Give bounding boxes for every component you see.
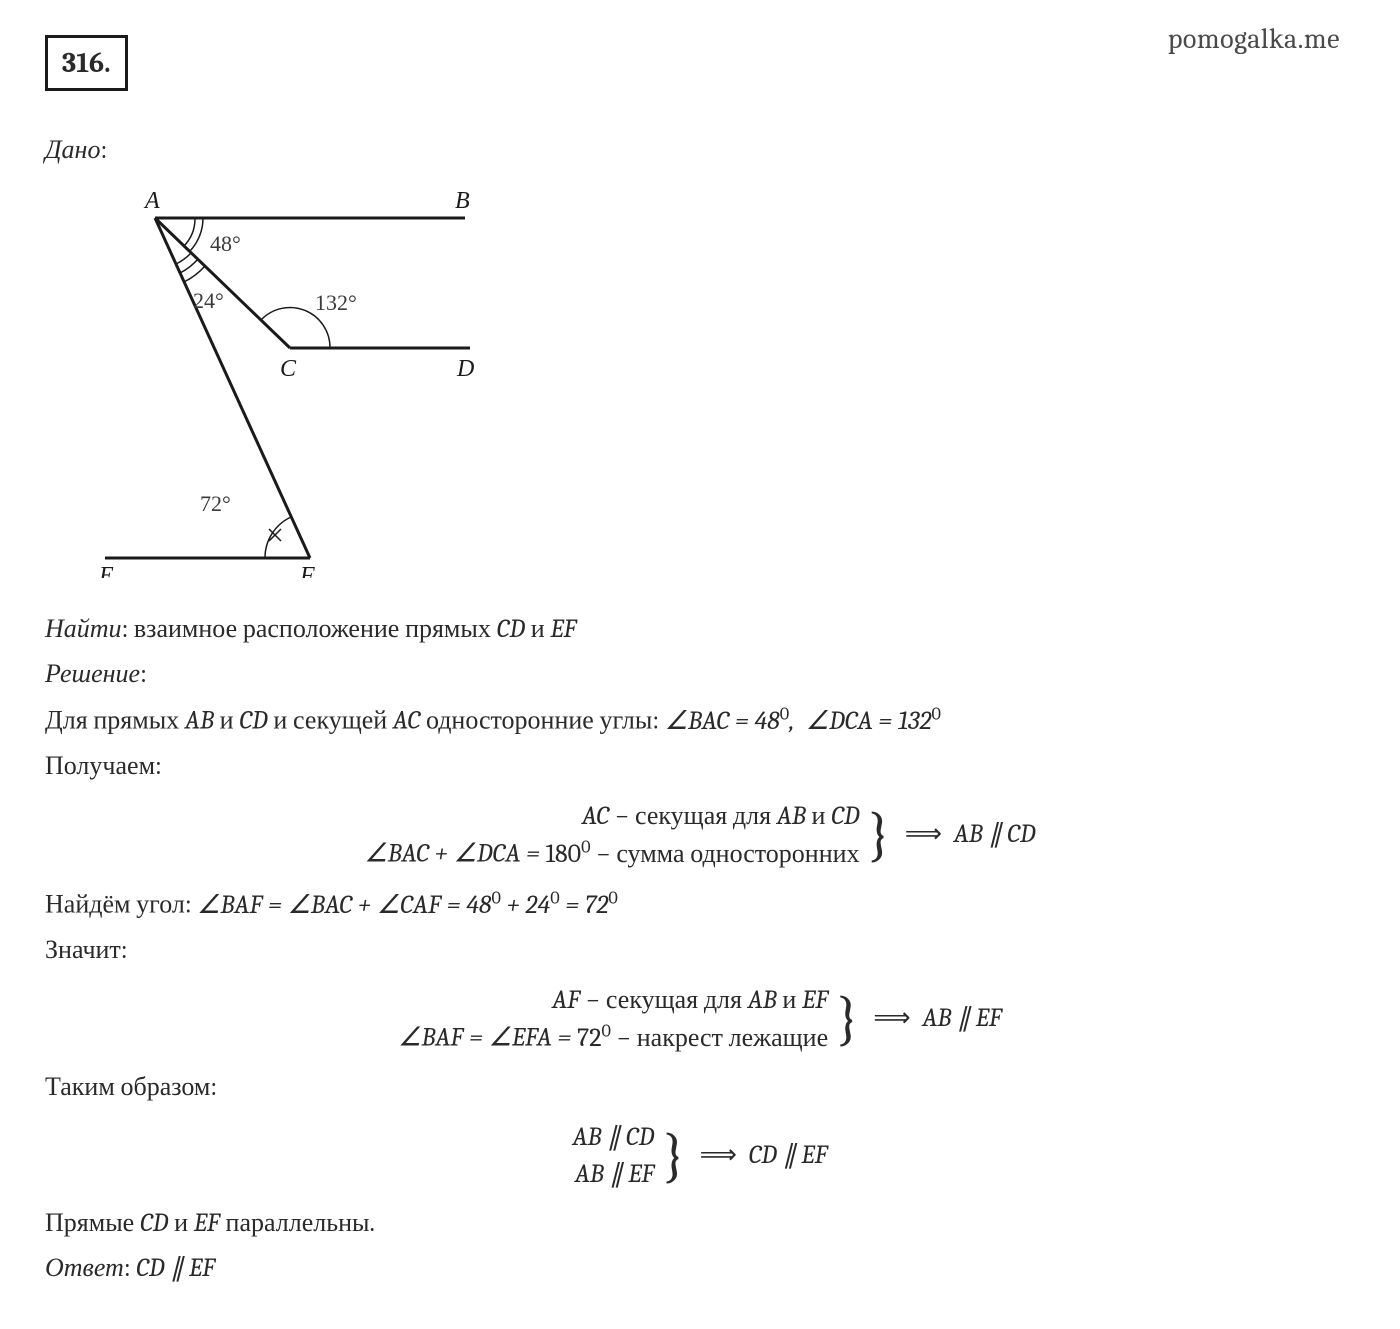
find-and: и — [531, 614, 545, 644]
sol1-t3: односторонние углы: — [426, 706, 659, 736]
brace3-line2: AB ∥ EF — [575, 1156, 654, 1192]
find-text: взаимное расположение прямых — [134, 614, 491, 644]
solution-label: Решение — [45, 659, 140, 689]
solution-line-2: Получаем: — [45, 747, 1355, 786]
brace3-left: AB ∥ CD AB ∥ EF — [573, 1119, 655, 1192]
answer-text: CD ∥ EF — [136, 1253, 215, 1283]
brace2-symbol: } — [836, 989, 859, 1049]
given-text: Дано — [45, 135, 100, 165]
given-colon: : — [100, 135, 107, 165]
angle-132: 132° — [315, 290, 357, 315]
angle-24: 24° — [193, 288, 224, 313]
line-af — [155, 218, 310, 558]
concl-and: и — [174, 1208, 188, 1238]
sol3-prefix: Найдём угол: — [45, 890, 191, 920]
arc-caf-2 — [180, 259, 198, 273]
solution-colon: : — [140, 659, 147, 689]
angle-48: 48° — [210, 231, 241, 256]
brace3-line1: AB ∥ CD — [573, 1119, 655, 1155]
problem-number-dot: . — [104, 47, 110, 79]
brace1-left: AC − секущая для AB и CD ∠BAC + ∠DCA = 1… — [364, 798, 859, 872]
sol1-and1: и — [220, 706, 234, 736]
solution-label-line: Решение: — [45, 655, 1355, 694]
sol1-bac: ∠BAC = 480, ∠DCA = 1320 — [665, 706, 941, 736]
label-b: B — [455, 188, 470, 214]
brace1-line2: ∠BAC + ∠DCA = 1800 − сумма односторонних — [364, 834, 859, 872]
brace-block-2: AF − секущая для AB и EF ∠BAF = ∠EFA = 7… — [45, 982, 1355, 1056]
label-d: D — [456, 356, 474, 382]
brace-block-3: AB ∥ CD AB ∥ EF } ⟹ CD ∥ EF — [45, 1119, 1355, 1192]
sol1-ab: AB — [185, 706, 220, 736]
find-label: Найти — [45, 614, 122, 644]
geometry-diagram: A B C D E F 48° 24° 132° 72° — [95, 188, 505, 578]
answer-line: Ответ: CD ∥ EF — [45, 1249, 1355, 1288]
problem-number-box: 316. — [45, 35, 128, 91]
problem-number: 316 — [62, 47, 104, 79]
answer-label: Ответ — [45, 1253, 124, 1283]
arc-caf-1 — [176, 253, 191, 264]
concl-suffix: параллельны. — [226, 1208, 375, 1238]
diagram: A B C D E F 48° 24° 132° 72° — [95, 188, 1355, 590]
concl-cd: CD — [140, 1208, 174, 1238]
conclusion-line: Прямые CD и EF параллельны. — [45, 1204, 1355, 1243]
label-a: A — [143, 188, 160, 214]
given-label: Дано: — [45, 131, 1355, 170]
brace2-line2: ∠BAF = ∠EFA = 720 − накрест лежащие — [398, 1018, 828, 1056]
sol3-eq: ∠BAF = ∠BAC + ∠CAF = 480 + 240 = 720 — [197, 890, 618, 920]
solution-line-1: Для прямых AB и CD и секущей AC одностор… — [45, 700, 1355, 741]
label-c: C — [280, 356, 297, 382]
watermark: pomogalka.me — [1168, 18, 1340, 60]
brace1-symbol: } — [868, 805, 891, 865]
brace1-line1: AC − секущая для AB и CD — [582, 798, 860, 834]
label-e: E — [98, 563, 114, 578]
brace2-result: ⟹ AB ∥ EF — [867, 999, 1001, 1038]
arc-bac — [184, 218, 195, 246]
answer-colon: : — [124, 1253, 136, 1283]
brace1-result: ⟹ AB ∥ CD — [899, 815, 1036, 854]
concl-ef: EF — [194, 1208, 226, 1238]
solution-line-5: Таким образом: — [45, 1068, 1355, 1107]
sol1-cd: CD — [239, 706, 273, 736]
concl-prefix: Прямые — [45, 1208, 134, 1238]
solution-line-3: Найдём угол: ∠BAF = ∠BAC + ∠CAF = 480 + … — [45, 884, 1355, 925]
label-f: F — [299, 563, 315, 578]
angle-72: 72° — [200, 491, 231, 516]
solution-line-4: Значит: — [45, 931, 1355, 970]
find-colon: : — [122, 614, 134, 644]
brace3-symbol: } — [662, 1126, 685, 1186]
brace-block-1: AC − секущая для AB и CD ∠BAC + ∠DCA = 1… — [45, 798, 1355, 872]
sol1-ac: AC — [393, 706, 426, 736]
brace2-line1: AF − секущая для AB и EF — [552, 982, 828, 1018]
find-cd: CD — [497, 614, 531, 644]
find-ef: EF — [550, 614, 576, 644]
brace2-left: AF − секущая для AB и EF ∠BAF = ∠EFA = 7… — [398, 982, 828, 1056]
find-line: Найти: взаимное расположение прямых CD и… — [45, 610, 1355, 649]
brace3-result: ⟹ CD ∥ EF — [694, 1136, 828, 1175]
sol1-t2: и секущей — [273, 706, 387, 736]
sol1-t1: Для прямых — [45, 706, 179, 736]
